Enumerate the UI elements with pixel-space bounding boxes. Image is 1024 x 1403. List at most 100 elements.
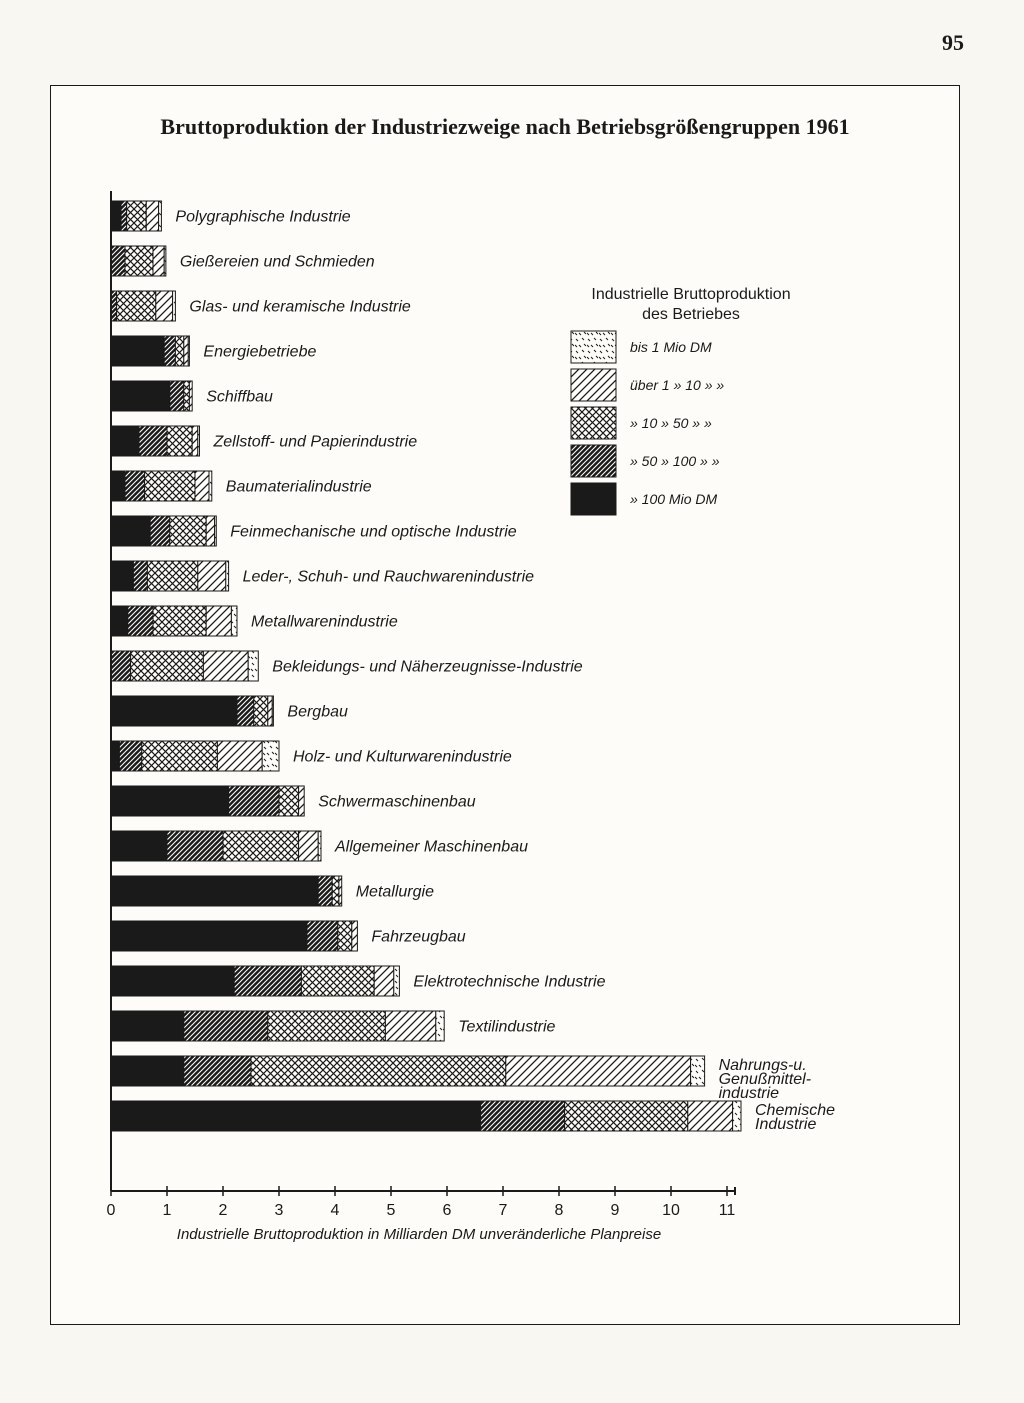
bar-segment xyxy=(128,606,153,636)
page-number: 95 xyxy=(942,30,964,56)
bar-segment xyxy=(170,381,184,411)
bar-label: Industrie xyxy=(755,1116,816,1133)
bar-label: Polygraphische Industrie xyxy=(175,208,350,225)
legend-label: » 100 Mio DM xyxy=(630,491,717,507)
bar-label: Glas- und keramische Industrie xyxy=(189,298,411,315)
legend-label: bis 1 Mio DM xyxy=(630,339,712,355)
bar-segment xyxy=(268,1011,386,1041)
bar-segment xyxy=(125,471,145,501)
chart-frame: Bruttoproduktion der Industriezweige nac… xyxy=(50,85,960,1325)
bar-segment xyxy=(237,696,254,726)
legend-label: über 1 » 10 » » xyxy=(630,377,724,393)
bar-segment xyxy=(111,1056,184,1086)
bar-segment xyxy=(111,381,170,411)
bar-segment xyxy=(198,426,200,456)
bar-label: Bekleidungs- und Näherzeugnisse-Industri… xyxy=(272,658,583,675)
bar-segment xyxy=(189,381,192,411)
bar-segment xyxy=(164,246,166,276)
bar-segment xyxy=(691,1056,705,1086)
bar-segment xyxy=(170,516,206,546)
bar-segment xyxy=(173,291,176,321)
bar-label: Zellstoff- und Papierindustrie xyxy=(212,433,417,450)
bar-segment xyxy=(307,921,338,951)
x-tick-label: 7 xyxy=(499,1202,508,1219)
page: 95 Bruttoproduktion der Industriezweige … xyxy=(0,0,1024,1403)
bar-segment xyxy=(352,921,358,951)
bar-segment xyxy=(184,336,188,366)
bar-segment xyxy=(142,741,218,771)
bar-segment xyxy=(272,696,273,726)
bar-label: Allgemeiner Maschinenbau xyxy=(334,838,528,855)
bar-segment xyxy=(111,471,125,501)
bar-label: Textilindustrie xyxy=(458,1018,555,1035)
bar-segment xyxy=(254,696,268,726)
bar-segment xyxy=(111,561,133,591)
bar-segment xyxy=(153,606,206,636)
bar-segment xyxy=(167,426,192,456)
bar-label: Baumaterialindustrie xyxy=(226,478,372,495)
bar-segment xyxy=(131,651,204,681)
bar-label: Leder-, Schuh- und Rauchwarenindustrie xyxy=(243,568,535,585)
bar-segment xyxy=(111,651,131,681)
bar-segment xyxy=(374,966,394,996)
bar-segment xyxy=(299,831,319,861)
bar-segment xyxy=(184,381,190,411)
x-tick-label: 11 xyxy=(719,1202,736,1219)
bar-label: Feinmechanische und optische Industrie xyxy=(230,523,516,540)
bar-segment xyxy=(111,876,318,906)
bar-segment xyxy=(150,516,170,546)
bar-segment xyxy=(111,1101,481,1131)
bar-segment xyxy=(226,561,229,591)
bar-segment xyxy=(147,561,197,591)
bar-segment xyxy=(318,876,332,906)
bar-segment xyxy=(195,471,209,501)
bar-segment xyxy=(229,786,279,816)
bar-segment xyxy=(111,921,307,951)
bar-segment xyxy=(111,201,121,231)
bar-label: industrie xyxy=(719,1085,780,1102)
x-axis-label: Industrielle Bruttoproduktion in Milliar… xyxy=(177,1226,661,1243)
bar-segment xyxy=(111,696,237,726)
bar-segment xyxy=(299,786,305,816)
bar-segment xyxy=(125,246,153,276)
bar-segment xyxy=(139,426,167,456)
bar-segment xyxy=(339,876,342,906)
bar-segment xyxy=(251,1056,506,1086)
bar-segment xyxy=(248,651,258,681)
bar-segment xyxy=(215,516,217,546)
bar-segment xyxy=(111,246,125,276)
x-tick-label: 8 xyxy=(555,1202,564,1219)
bar-label: Gießereien und Schmieden xyxy=(180,253,375,270)
bar-segment xyxy=(111,831,167,861)
bar-segment xyxy=(279,786,299,816)
x-tick-label: 5 xyxy=(387,1202,396,1219)
bar-segment xyxy=(688,1101,733,1131)
bar-segment xyxy=(506,1056,691,1086)
bar-label: Metallwarenindustrie xyxy=(251,613,398,630)
bar-segment xyxy=(159,201,162,231)
bar-segment xyxy=(209,471,212,501)
bar-segment xyxy=(145,471,195,501)
bar-segment xyxy=(111,966,234,996)
bar-segment xyxy=(111,1011,184,1041)
x-tick-label: 9 xyxy=(611,1202,620,1219)
x-tick-label: 10 xyxy=(662,1202,680,1219)
legend-swatch xyxy=(571,407,616,439)
bar-segment xyxy=(262,741,279,771)
bar-label: Fahrzeugbau xyxy=(371,928,465,945)
bar-segment xyxy=(188,336,189,366)
bar-segment xyxy=(167,831,223,861)
bar-segment xyxy=(153,246,164,276)
bar-segment xyxy=(234,966,301,996)
legend-swatch xyxy=(571,369,616,401)
legend-title: Industrielle Bruttoproduktion xyxy=(591,286,790,303)
bar-segment xyxy=(111,786,229,816)
bar-segment xyxy=(206,606,231,636)
legend-label: » 10 » 50 » » xyxy=(630,415,712,431)
bar-label: Holz- und Kulturwarenindustrie xyxy=(293,748,512,765)
legend-swatch xyxy=(571,331,616,363)
legend-swatch xyxy=(571,445,616,477)
bar-segment xyxy=(111,606,128,636)
chart-title: Bruttoproduktion der Industriezweige nac… xyxy=(51,114,959,140)
x-tick-label: 4 xyxy=(331,1202,340,1219)
